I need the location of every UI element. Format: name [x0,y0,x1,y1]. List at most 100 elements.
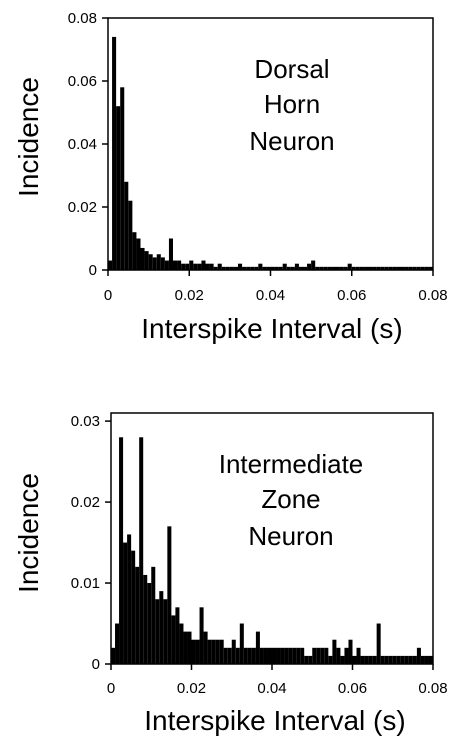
histogram-bar [183,631,188,664]
histogram-bar [189,260,194,270]
histogram-bar [123,542,128,664]
histogram-bar [278,266,283,270]
histogram-bar [404,266,409,270]
histogram-bar [167,526,172,664]
histogram-bar [177,260,182,270]
histogram-bar [282,263,287,270]
histogram-bar [111,647,116,664]
histogram-bar [193,263,198,270]
y-axis-title: Incidence [13,473,44,593]
y-tick-label: 0 [92,656,100,673]
histogram-bar [359,266,364,270]
x-tick-label: 0 [107,680,115,697]
histogram-bar [119,437,124,664]
histogram-bar [347,263,352,270]
histogram-bar [217,263,222,270]
histogram-bar [120,87,125,270]
histogram-bar [408,266,413,270]
histogram-bar [115,623,120,664]
histogram-bar [251,647,256,664]
histogram-bar [181,263,186,270]
histogram-bar [276,647,281,664]
histogram-bar [207,639,212,664]
histogram-bar [396,655,401,664]
histogram-bar [356,647,361,664]
histogram-bar [263,647,268,664]
histogram-bar [156,254,161,270]
histogram-bar [428,266,433,270]
histogram-bar [320,647,325,664]
histogram-bar [233,266,238,270]
histogram-bar [201,260,206,270]
histogram-bar [344,647,349,664]
histogram-bar [424,266,429,270]
histogram-bar [108,260,113,270]
histogram-bar [316,647,321,664]
histogram-bar [163,599,168,664]
histogram-bar [352,655,357,664]
histogram-bar [266,266,271,270]
histogram-bar [372,266,377,270]
histogram-bar [424,655,429,664]
histogram-bar [227,647,232,664]
x-tick-label: 0.04 [256,287,285,304]
histogram-bar [213,266,218,270]
histogram-bar [396,266,401,270]
x-tick-label: 0.06 [337,287,366,304]
histogram-bar [159,591,164,664]
histogram-bar [308,655,313,664]
histogram-bar [219,639,224,664]
histogram-bar [319,266,324,270]
histogram-bar [307,263,312,270]
histogram-bar [229,266,234,270]
histogram-bar [191,639,196,664]
histogram-bar [132,232,137,270]
histogram-bar [388,266,393,270]
histogram-bar [286,266,291,270]
histogram-bar [262,266,267,270]
histogram-bar [250,266,255,270]
histogram-bar [340,655,345,664]
histogram-bar [175,607,180,664]
x-axis-title: Interspike Interval (s) [141,313,402,344]
annotation-line: Dorsal [254,54,329,84]
ticks: 0 0.02 0.04 0.06 0.08 0 0.02 0.04 0.06 0.08 [68,10,448,304]
histogram-bar [124,181,129,270]
histogram-bar [296,647,301,664]
y-tick-label: 0.03 [71,413,100,430]
histogram-bar [143,574,148,664]
histogram-bar [242,266,247,270]
histogram-bar [258,263,263,270]
histogram-bar [298,266,303,270]
x-tick-label: 0.02 [177,680,206,697]
y-tick-label: 0.04 [68,136,97,153]
annotation: Intermediate Zone Neuron [219,449,364,551]
histogram-bar [235,647,240,664]
histogram-bar [148,254,153,270]
histogram-bar [412,655,417,664]
histogram-bar [152,257,157,270]
histogram-bar [160,257,165,270]
annotation-line: Zone [261,484,320,514]
histogram-bar [238,263,243,270]
histogram-bar [116,106,121,270]
histogram-bar [136,238,141,270]
histogram-bar [428,655,433,664]
histogram-bar [128,200,133,270]
histogram-bar [304,655,309,664]
y-tick-label: 0.01 [71,575,100,592]
histogram-bar [151,566,156,664]
x-tick-label: 0 [104,287,112,304]
histogram-bar [364,655,369,664]
histogram-bar [400,655,405,664]
histogram-bar [135,566,140,664]
histogram-bar [351,266,356,270]
histogram-bar [246,266,251,270]
histogram-bar [185,263,190,270]
histogram-bar [199,607,204,664]
y-tick-label: 0.02 [68,199,97,216]
histogram-bar [380,266,385,270]
histogram-bar [363,266,368,270]
annotation-line: Intermediate [219,449,364,479]
histogram-bar [343,266,348,270]
